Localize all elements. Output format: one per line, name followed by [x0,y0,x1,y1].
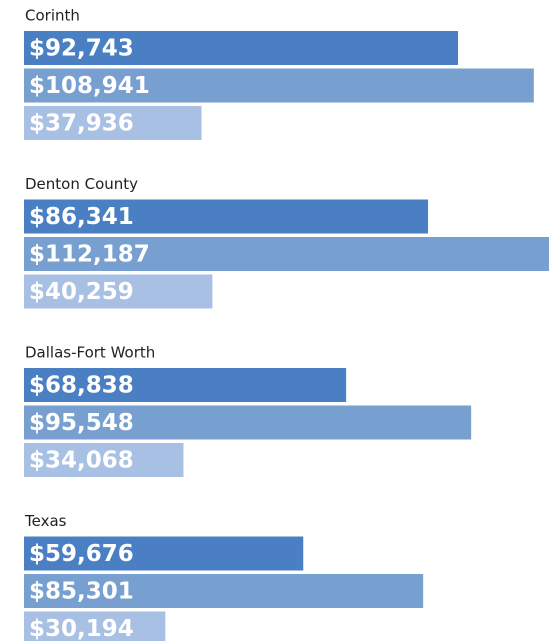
value-label: $92,743 [29,36,134,62]
value-label: $95,548 [29,410,134,436]
value-label: $37,936 [29,111,134,137]
category-label: Corinth [25,7,80,25]
value-label: $85,301 [29,579,134,605]
value-label: $30,194 [29,616,134,641]
bar [24,106,202,140]
value-label: $68,838 [29,373,134,399]
value-label: $112,187 [29,242,150,268]
bar [24,31,459,65]
bar [24,368,347,402]
bar [24,199,429,234]
value-label: $86,341 [29,204,134,230]
bar [24,611,166,641]
bar [24,405,472,440]
bar [24,574,424,608]
bar [24,274,213,309]
bar [24,237,549,271]
category-label: Denton County [25,175,138,193]
category-label: Dallas-Fort Worth [25,344,155,362]
value-label: $59,676 [29,541,134,567]
value-label: $40,259 [29,279,134,305]
bar [24,443,184,477]
bar [24,536,304,571]
value-label: $108,941 [29,73,150,99]
value-label: $34,068 [29,448,134,474]
bar [24,68,534,103]
category-label: Texas [24,512,67,530]
